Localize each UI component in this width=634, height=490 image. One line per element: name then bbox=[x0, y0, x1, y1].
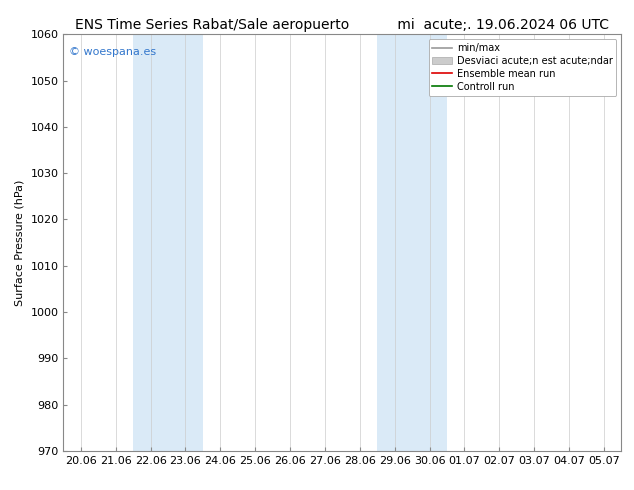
Y-axis label: Surface Pressure (hPa): Surface Pressure (hPa) bbox=[15, 179, 25, 306]
Text: © woespana.es: © woespana.es bbox=[69, 47, 156, 57]
Bar bbox=[377, 34, 447, 451]
Legend: min/max, Desviaci acute;n est acute;ndar, Ensemble mean run, Controll run: min/max, Desviaci acute;n est acute;ndar… bbox=[429, 39, 616, 96]
Bar bbox=[133, 34, 203, 451]
Title: ENS Time Series Rabat/Sale aeropuerto           mi  acute;. 19.06.2024 06 UTC: ENS Time Series Rabat/Sale aeropuerto mi… bbox=[75, 18, 609, 32]
